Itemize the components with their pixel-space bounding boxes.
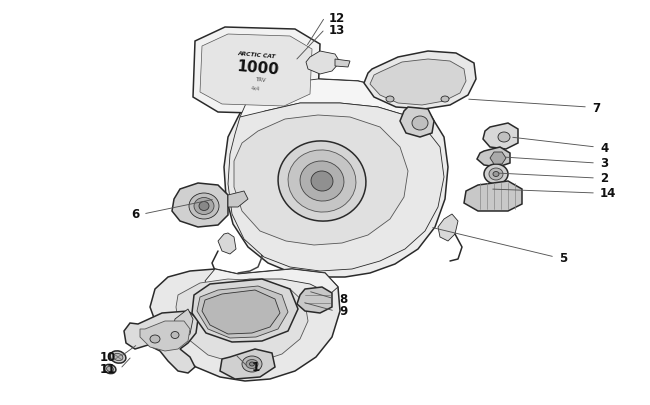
Ellipse shape: [246, 360, 258, 369]
Ellipse shape: [300, 162, 344, 202]
Text: 5: 5: [559, 251, 567, 264]
Text: 14: 14: [600, 187, 616, 200]
Polygon shape: [228, 104, 444, 271]
Polygon shape: [228, 192, 248, 207]
Ellipse shape: [498, 133, 510, 143]
Polygon shape: [176, 279, 308, 362]
Ellipse shape: [386, 97, 394, 103]
Polygon shape: [224, 80, 448, 277]
Ellipse shape: [110, 351, 126, 363]
Text: 7: 7: [592, 101, 600, 114]
Polygon shape: [490, 153, 506, 164]
Polygon shape: [483, 124, 518, 149]
Polygon shape: [193, 28, 320, 115]
Polygon shape: [173, 309, 193, 341]
Text: 4x4: 4x4: [250, 86, 260, 92]
Text: 9: 9: [339, 305, 347, 318]
Polygon shape: [335, 60, 350, 68]
Polygon shape: [297, 287, 332, 313]
Polygon shape: [172, 183, 228, 228]
Ellipse shape: [171, 332, 179, 339]
Polygon shape: [200, 35, 312, 107]
Ellipse shape: [199, 202, 209, 211]
Text: 1: 1: [252, 360, 260, 373]
Polygon shape: [150, 269, 340, 381]
Text: ARCTIC CAT: ARCTIC CAT: [238, 51, 276, 59]
Text: 3: 3: [600, 157, 608, 170]
Ellipse shape: [484, 164, 508, 185]
Ellipse shape: [150, 335, 160, 343]
Polygon shape: [240, 80, 428, 128]
Polygon shape: [197, 286, 288, 338]
Ellipse shape: [194, 198, 214, 215]
Polygon shape: [218, 233, 236, 254]
Ellipse shape: [242, 356, 262, 372]
Ellipse shape: [412, 117, 428, 131]
Text: 6: 6: [131, 208, 139, 221]
Polygon shape: [220, 349, 275, 379]
Text: 8: 8: [339, 293, 347, 306]
Text: 10: 10: [99, 351, 116, 364]
Ellipse shape: [493, 172, 499, 177]
Ellipse shape: [104, 364, 116, 374]
Polygon shape: [205, 269, 338, 294]
Text: TRV: TRV: [255, 77, 265, 83]
Polygon shape: [438, 215, 458, 241]
Polygon shape: [192, 279, 298, 342]
Polygon shape: [364, 52, 476, 110]
Polygon shape: [464, 181, 522, 211]
Text: 12: 12: [329, 11, 345, 24]
Polygon shape: [140, 321, 190, 351]
Text: 2: 2: [600, 172, 608, 185]
Ellipse shape: [288, 151, 356, 213]
Ellipse shape: [311, 172, 333, 192]
Ellipse shape: [113, 354, 123, 361]
Ellipse shape: [278, 142, 366, 222]
Polygon shape: [202, 290, 280, 334]
Text: 13: 13: [329, 23, 345, 36]
Polygon shape: [234, 116, 408, 245]
Ellipse shape: [489, 168, 503, 181]
Polygon shape: [306, 52, 340, 75]
Text: 11: 11: [99, 362, 116, 375]
Text: 1000: 1000: [236, 59, 280, 77]
Text: 4: 4: [600, 141, 608, 154]
Polygon shape: [124, 311, 198, 373]
Ellipse shape: [107, 367, 114, 372]
Polygon shape: [243, 112, 260, 124]
Ellipse shape: [189, 194, 219, 220]
Ellipse shape: [441, 97, 449, 103]
Polygon shape: [477, 148, 510, 168]
Polygon shape: [370, 60, 466, 106]
Polygon shape: [400, 108, 434, 138]
Ellipse shape: [250, 362, 255, 366]
